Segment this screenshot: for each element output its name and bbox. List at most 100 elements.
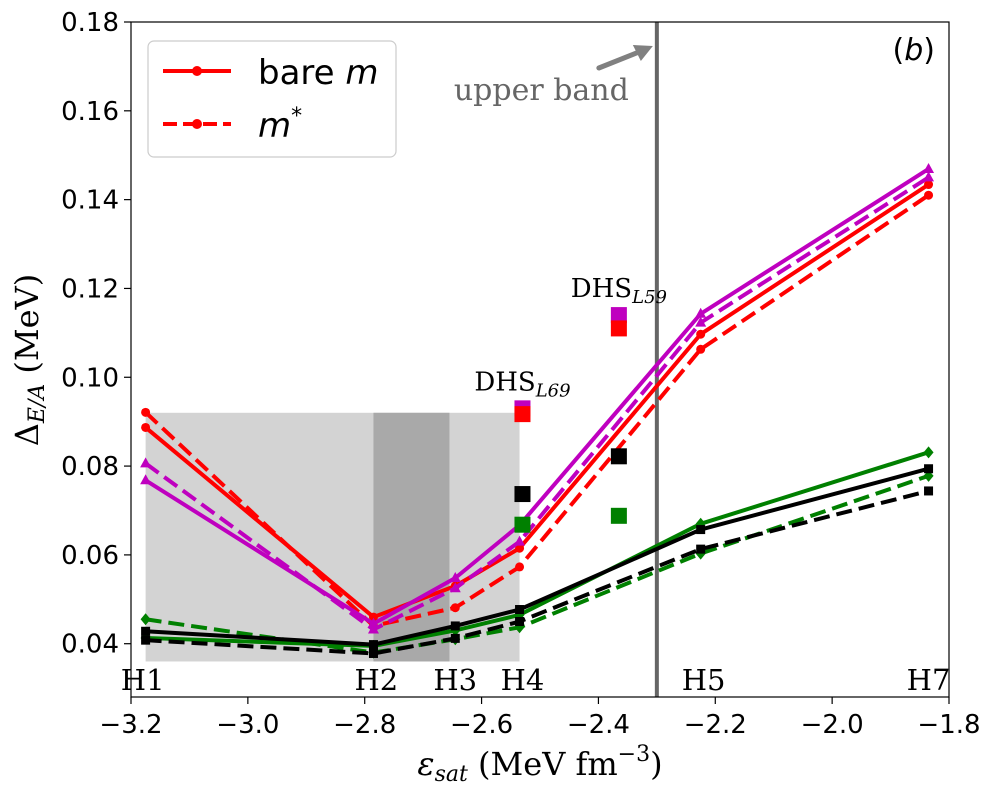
shaded-region-0	[145, 412, 520, 662]
y-tick-label-2: 0.08	[61, 452, 119, 482]
x-axis-unit-sup: −3	[618, 742, 650, 767]
series-3-point-4	[695, 316, 707, 327]
series-0-point-0	[141, 422, 151, 432]
y-axis-symbol: Δ	[8, 423, 46, 446]
dhs-0-label: DHSL69	[474, 367, 570, 401]
series-3-line	[144, 175, 930, 632]
upper-band-label: upper band	[454, 73, 629, 108]
x-tick-label-2: −2.8	[333, 710, 396, 740]
x-tick-label-4: −2.4	[567, 710, 630, 740]
hamiltonian-label-h5: H5	[682, 663, 726, 697]
series-3-point-3	[514, 535, 526, 546]
series-3	[140, 171, 935, 634]
x-tick-label-0: −3.2	[99, 710, 162, 740]
y-tick-label-4: 0.12	[61, 274, 119, 304]
hamiltonian-label-h3: H3	[433, 663, 477, 697]
hamiltonian-label-h4: H4	[501, 663, 545, 697]
series-5-line	[145, 473, 930, 655]
hamiltonian-label-h7: H7	[907, 663, 951, 697]
legend-label-m-star: m*	[258, 104, 302, 146]
legend-marker-solid	[192, 66, 202, 76]
panel-label-letter: b	[904, 33, 923, 68]
dhs-1-label: DHSL59	[571, 274, 667, 308]
x-tick-label-5: −2.2	[684, 710, 747, 740]
x-tick-label-1: −3.0	[216, 710, 279, 740]
y-axis-symbol-sub: E/A	[25, 384, 50, 424]
legend-label-bare-m: bare m	[258, 53, 379, 93]
y-tick-label-1: 0.06	[61, 541, 119, 571]
series-1-point-5	[924, 190, 934, 200]
dhs-1-point-3	[610, 507, 627, 524]
series-7-point-2	[450, 633, 460, 643]
y-tick-label-7: 0.18	[61, 8, 119, 38]
upper-band-arrow-shaft	[596, 49, 642, 71]
x-axis-symbol-sub: sat	[435, 762, 468, 787]
series-7	[141, 486, 934, 658]
series-1-line	[144, 193, 930, 628]
series-6-point-2	[450, 621, 460, 631]
y-tick-label-3: 0.10	[61, 363, 119, 393]
y-axis-unit: (MeV)	[8, 274, 46, 384]
series-3-point-5	[923, 171, 935, 182]
series-7-point-4	[696, 544, 706, 554]
series-2-point-2	[449, 571, 461, 582]
dhs-0-point-3	[514, 516, 531, 533]
series-3-point-1	[367, 623, 379, 634]
x-axis-label: εsat (MeV fm−3)	[417, 742, 662, 787]
series-3-point-0	[140, 457, 152, 468]
series-5-point-0	[140, 613, 151, 626]
dhs-1-label-name: DHS	[571, 274, 632, 304]
series-2-point-4	[695, 307, 707, 318]
series-2-point-5	[923, 162, 935, 173]
legend: bare m m*	[147, 40, 397, 158]
plot-frame	[130, 21, 950, 698]
series-6-point-4	[696, 525, 706, 535]
series-6-point-3	[515, 605, 525, 615]
series-0-point-1	[368, 612, 378, 622]
legend-label-mstar-italic: m	[258, 106, 291, 146]
y-axis-ticks: 0.04 0.06 0.08 0.10 0.12 0.14 0.16 0.18	[61, 8, 131, 660]
x-tick-label-3: −2.6	[450, 710, 513, 740]
y-tick-label-5: 0.14	[61, 186, 119, 216]
series-group	[140, 162, 935, 659]
dhs-0-point-1	[514, 406, 531, 423]
dhs-1-point-2	[610, 448, 627, 465]
series-1-point-2	[450, 603, 460, 613]
dhs-0-label-sub: L69	[535, 380, 571, 401]
series-6-point-5	[924, 464, 934, 474]
series-0-point-5	[924, 180, 934, 190]
series-0-point-3	[515, 543, 525, 553]
panel-label-suffix: )	[923, 33, 935, 68]
x-tick-label-7: −1.8	[917, 710, 980, 740]
dhs-1-point-0	[610, 307, 627, 324]
series-4-line	[145, 450, 930, 648]
hamiltonian-label-h1: H1	[121, 663, 165, 697]
x-axis-symbol: ε	[417, 745, 434, 783]
legend-label-bare-italic: m	[345, 53, 378, 93]
dhs-0-label-name: DHS	[474, 367, 535, 397]
dhs-0-point-2	[514, 486, 531, 503]
legend-label-mstar-sup: *	[291, 104, 302, 129]
x-axis-ticks: −3.2 −3.0 −2.8 −2.6 −2.4 −2.2 −2.0 −1.8	[99, 697, 981, 740]
panel-label-prefix: (	[893, 33, 905, 68]
series-6-point-0	[141, 626, 151, 636]
hamiltonian-labels: H1 H2 H3 H4 H5 H7	[121, 663, 951, 697]
series-1-point-0	[141, 407, 151, 417]
series-6-line	[145, 466, 930, 647]
hamiltonian-label-h2: H2	[355, 663, 399, 697]
series-1-point-4	[696, 344, 706, 354]
dhs-1-point-1	[610, 320, 627, 337]
series-3-point-2	[449, 582, 461, 593]
upper-band: upper band	[454, 22, 659, 697]
series-7-point-3	[515, 617, 525, 627]
y-tick-label-0: 0.04	[61, 630, 119, 660]
series-0-line	[144, 182, 930, 620]
series-2-point-0	[140, 474, 152, 485]
series-4-point-5	[923, 446, 934, 459]
series-1-point-3	[515, 562, 525, 572]
shaded-regions	[145, 412, 520, 662]
series-7-point-1	[368, 648, 378, 658]
legend-marker-dashed	[192, 119, 202, 129]
dhs-1-label-sub: L59	[631, 287, 667, 308]
